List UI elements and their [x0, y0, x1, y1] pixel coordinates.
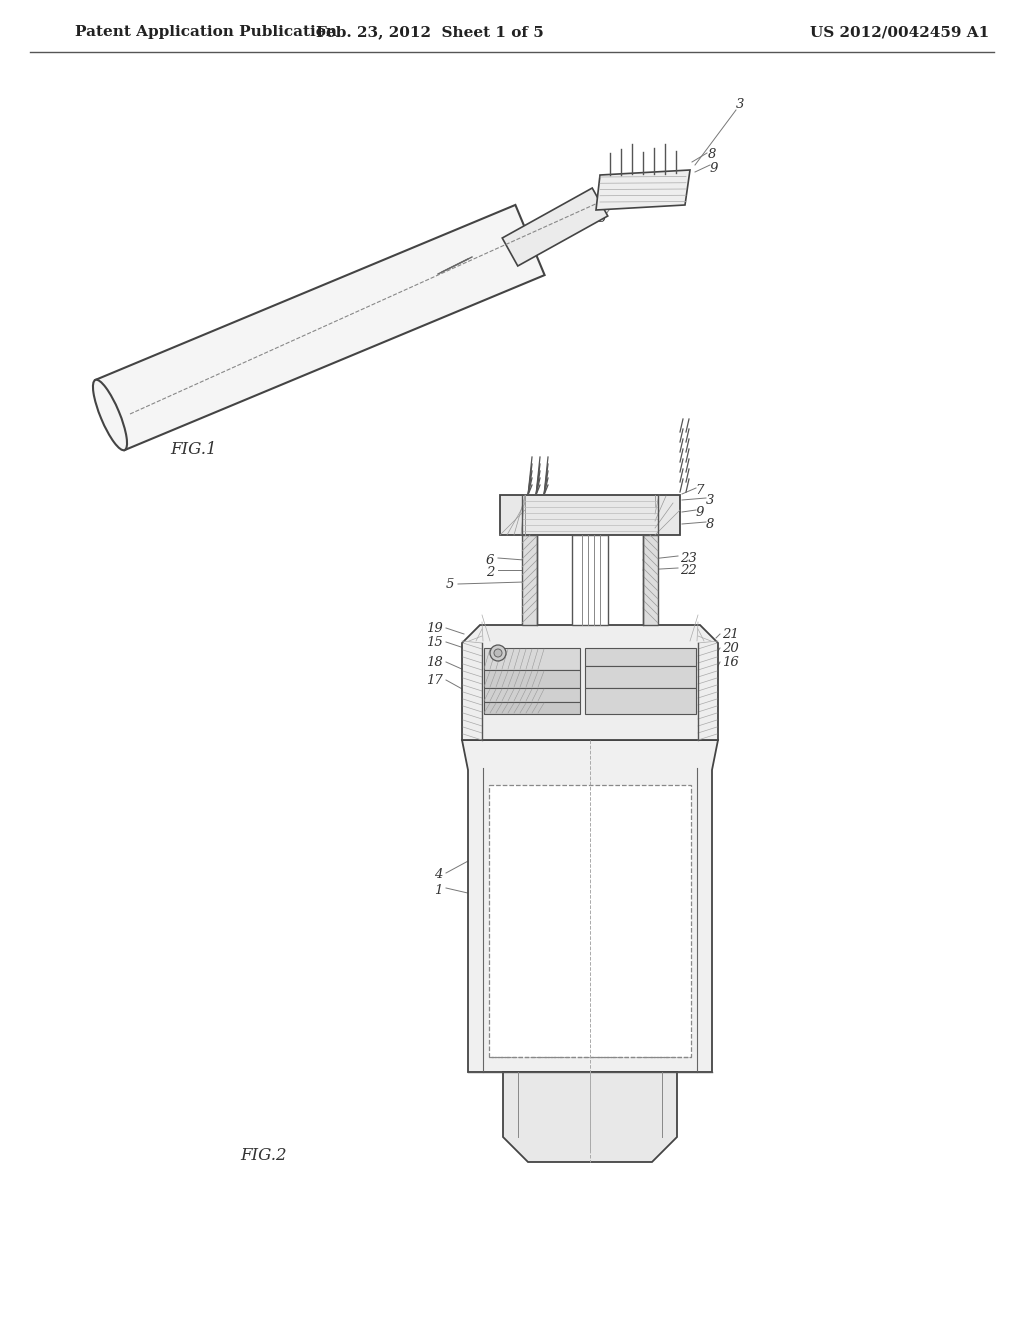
Circle shape [494, 649, 502, 657]
Polygon shape [500, 495, 680, 535]
Text: 19: 19 [426, 622, 443, 635]
Polygon shape [484, 688, 580, 702]
Text: Feb. 23, 2012  Sheet 1 of 5: Feb. 23, 2012 Sheet 1 of 5 [316, 25, 544, 40]
Text: 8: 8 [706, 517, 714, 531]
Text: 6: 6 [485, 553, 495, 566]
Polygon shape [522, 535, 537, 624]
Polygon shape [484, 702, 580, 714]
Text: 9: 9 [710, 161, 718, 174]
Text: 5: 5 [445, 578, 455, 591]
Text: 8: 8 [708, 149, 716, 161]
Text: 3: 3 [736, 99, 744, 111]
Text: 1: 1 [434, 883, 442, 896]
Text: 2: 2 [566, 214, 574, 227]
Polygon shape [484, 648, 580, 671]
Text: 18: 18 [426, 656, 443, 668]
Polygon shape [585, 667, 696, 688]
Text: 16: 16 [722, 656, 738, 668]
Text: FIG.2: FIG.2 [240, 1147, 287, 1163]
Polygon shape [596, 170, 690, 210]
Polygon shape [585, 648, 696, 667]
Text: 5: 5 [598, 211, 606, 224]
Polygon shape [503, 1072, 677, 1162]
Circle shape [490, 645, 506, 661]
Text: 21: 21 [722, 627, 738, 640]
Text: 23: 23 [680, 552, 696, 565]
Text: 4: 4 [434, 869, 442, 882]
Polygon shape [462, 741, 718, 1072]
Text: 1: 1 [216, 354, 224, 367]
Text: 22: 22 [680, 564, 696, 577]
Polygon shape [643, 535, 658, 624]
Text: 6: 6 [578, 215, 586, 228]
Polygon shape [502, 187, 608, 267]
Text: US 2012/0042459 A1: US 2012/0042459 A1 [810, 25, 989, 40]
Text: 20: 20 [722, 642, 738, 655]
Polygon shape [95, 205, 545, 450]
Ellipse shape [93, 380, 127, 450]
Text: FIG.1: FIG.1 [170, 441, 217, 458]
Text: 3: 3 [706, 494, 714, 507]
Polygon shape [585, 688, 696, 714]
Polygon shape [572, 535, 608, 624]
Polygon shape [462, 624, 718, 741]
Text: 2: 2 [485, 565, 495, 578]
Text: 15: 15 [426, 635, 443, 648]
Text: Patent Application Publication: Patent Application Publication [75, 25, 337, 40]
Text: 17: 17 [426, 673, 443, 686]
Polygon shape [489, 785, 691, 1057]
Text: 7: 7 [696, 483, 705, 496]
Polygon shape [484, 671, 580, 688]
Text: 9: 9 [696, 506, 705, 519]
